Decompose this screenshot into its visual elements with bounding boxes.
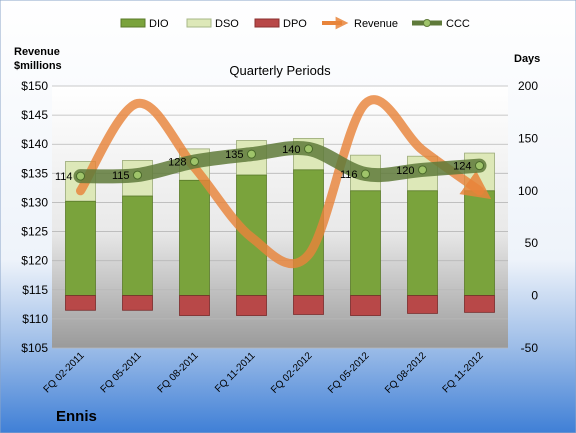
bar-dpo — [407, 295, 438, 314]
bar-dpo — [350, 295, 381, 316]
left-tick-label: $135 — [21, 166, 48, 180]
bar-dpo — [464, 295, 495, 313]
ccc-point — [304, 144, 313, 154]
ccc-point — [133, 170, 142, 180]
ccc-data-label: 124 — [453, 161, 471, 173]
revenue-line — [76, 95, 492, 269]
ccc-data-label: 114 — [55, 171, 73, 183]
ccc-point — [361, 169, 370, 179]
ccc-point — [247, 149, 256, 159]
left-tick-label: $105 — [21, 341, 48, 355]
left-tick-label: $140 — [21, 137, 48, 151]
right-tick-label: 0 — [531, 289, 538, 303]
right-axis-ticks: -50 0 50 100 150 200 — [518, 79, 538, 355]
bar-dpo — [236, 295, 267, 316]
ccc-point — [190, 156, 199, 166]
legend: DIO DSO DPO Revenue CCC — [120, 16, 470, 30]
ccc-data-label: 140 — [282, 144, 300, 156]
bar-dio — [407, 190, 438, 297]
bar-dpo — [293, 295, 324, 315]
left-axis-ticks: $105 $110 $115 $120 $125 $130 $135 $140 $145 $150 — [21, 79, 48, 355]
bar-dio — [179, 179, 210, 297]
legend-label-dpo: DPO — [283, 18, 307, 30]
legend-label-dio: DIO — [149, 18, 169, 30]
chart-title: Quarterly Periods — [229, 63, 331, 78]
left-axis-title-line1: Revenue — [14, 46, 60, 58]
ccc-data-label: 115 — [112, 170, 130, 182]
bar-dio — [350, 190, 381, 297]
left-tick-label: $130 — [21, 195, 48, 209]
ccc-data-label: 120 — [396, 165, 414, 177]
ccc-data-label: 128 — [168, 156, 186, 168]
bar-dio — [122, 195, 153, 296]
legend-ccc-marker — [423, 19, 431, 27]
right-tick-label: 200 — [518, 79, 538, 93]
ccc-data-label: 116 — [340, 169, 358, 181]
legend-label-dso: DSO — [215, 18, 239, 30]
legend-swatch-dso — [186, 18, 212, 28]
bar-dpo — [65, 295, 96, 311]
right-tick-label: 150 — [518, 131, 538, 145]
ccc-point — [76, 171, 85, 181]
bar-dpo — [179, 295, 210, 316]
right-axis-title: Days — [514, 53, 540, 65]
left-axis-title-line2: $millions — [14, 60, 62, 72]
left-tick-label: $115 — [22, 283, 48, 297]
bar-dpo — [122, 295, 153, 311]
legend-swatch-dio — [120, 18, 146, 28]
legend-label-ccc: CCC — [446, 18, 470, 30]
left-tick-label: $110 — [22, 312, 48, 326]
right-tick-label: 50 — [525, 236, 539, 250]
right-tick-label: -50 — [521, 341, 539, 355]
left-tick-label: $120 — [21, 254, 48, 268]
bar-dio — [65, 200, 96, 296]
legend-swatch-dpo — [254, 18, 280, 28]
ccc-data-label: 135 — [225, 149, 243, 161]
legend-label-revenue: Revenue — [354, 18, 398, 30]
left-tick-label: $125 — [21, 225, 48, 239]
ccc-point — [418, 165, 427, 175]
revenue-layer — [76, 95, 492, 269]
left-tick-label: $150 — [21, 79, 48, 93]
company-name: Ennis — [56, 408, 97, 425]
right-tick-label: 100 — [518, 184, 538, 198]
ccc-point — [475, 161, 484, 171]
ccc-layer: 114 115 128 135 140 116 120 124 — [55, 141, 487, 184]
ccc-line — [73, 141, 487, 184]
left-tick-label: $145 — [21, 108, 48, 122]
bar-dio — [464, 190, 495, 297]
